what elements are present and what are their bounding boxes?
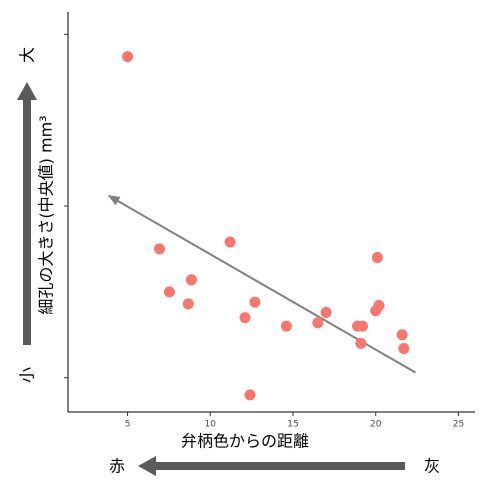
point [153,243,165,255]
x-low-label: 赤 [109,457,125,476]
point [244,389,256,401]
y-high-label: 大 [18,47,37,63]
point [163,286,175,298]
point [122,51,134,63]
x-tick-label: 15 [287,420,298,430]
y-low-label: 小 [18,367,37,383]
x-tick-label: 25 [453,420,464,430]
point [355,337,367,349]
point [373,300,385,312]
trend-line [107,194,416,374]
x-tick-label: 20 [370,420,382,430]
point [249,296,261,308]
point [371,251,383,263]
x-axis-title: 弁柄色からの距離 [181,432,309,451]
point [356,320,368,332]
point [185,274,197,286]
point [320,306,332,318]
y-axis-title: 細孔の大きさ(中央値) mm³ [37,115,56,314]
point [182,298,194,310]
x-high-label: 灰 [424,457,440,476]
point [312,317,324,329]
y-direction-arrow [17,82,37,345]
point [280,320,292,332]
point [396,329,408,341]
x-direction-arrow [138,456,405,476]
x-tick-label: 5 [125,420,131,430]
x-tick-label: 10 [205,420,217,430]
point [239,312,251,324]
point [398,342,410,354]
point [224,236,236,248]
